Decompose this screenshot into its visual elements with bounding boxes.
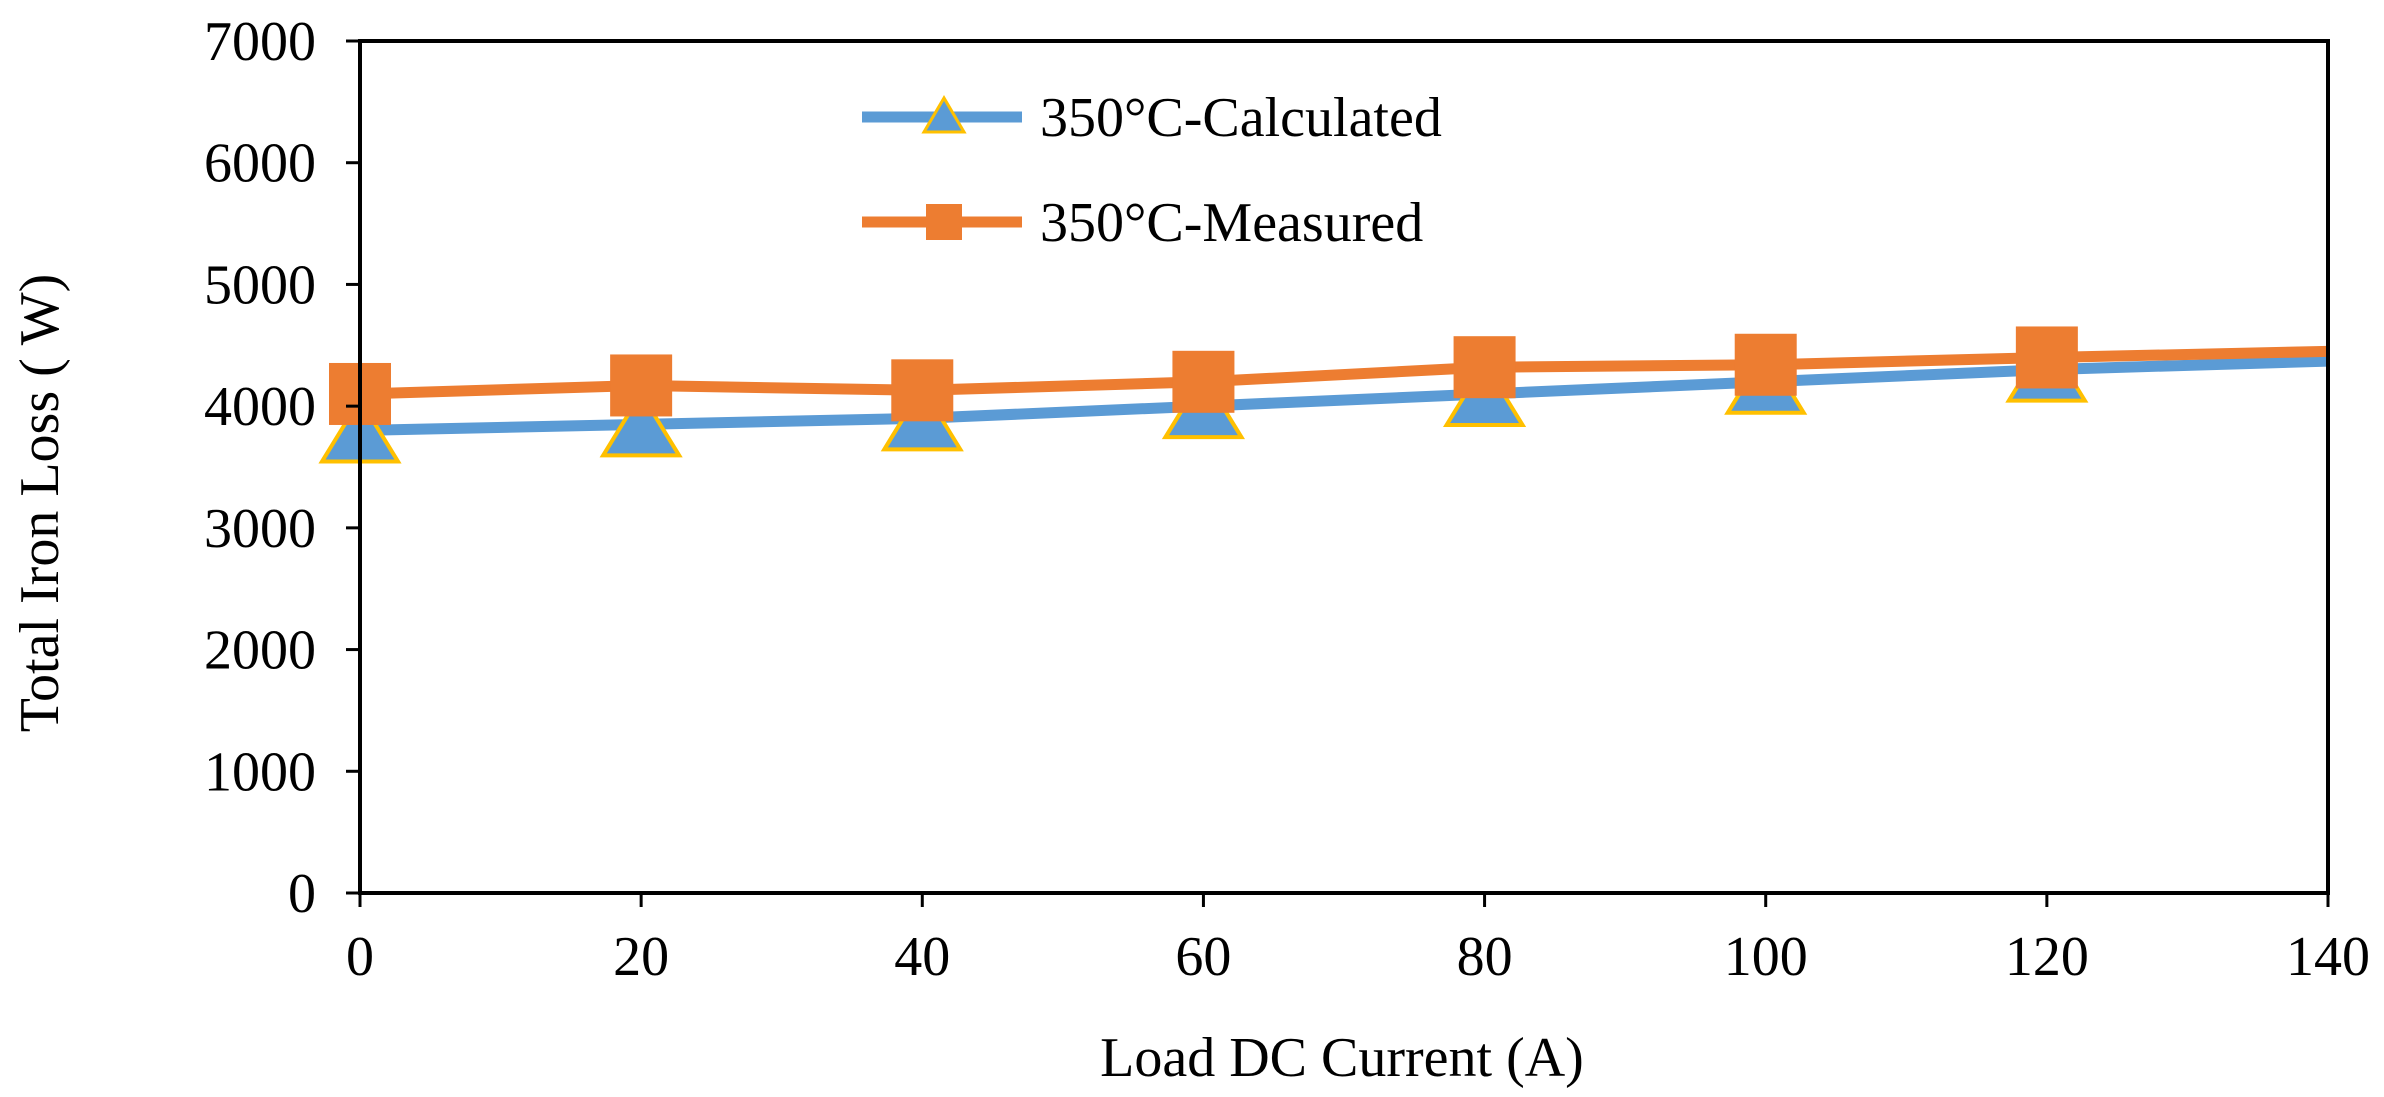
y-tick-label: 2000 [204,620,316,682]
y-tick-label: 6000 [204,133,316,195]
y-tick-label: 5000 [204,254,316,316]
data-point-triangle [599,389,683,458]
y-tick-label: 1000 [204,741,316,803]
data-point-square [1172,350,1235,413]
x-tick-label: 40 [894,926,950,988]
y-tick-label: 0 [288,863,316,925]
legend-marker-triangle-icon [921,95,967,134]
x-tick-label: 120 [2005,926,2089,988]
data-point-square [1734,333,1797,396]
series-line [359,355,2329,436]
x-tick-label: 100 [1724,926,1808,988]
series-line [359,345,2329,400]
legend-label-measured: 350°C-Measured [1040,192,1423,254]
legend: 350°C-Calculated 350°C-Measured [862,87,1442,254]
x-tick-label: 0 [346,926,374,988]
y-tick-label: 7000 [204,11,316,73]
legend-label-calculated: 350°C-Calculated [1040,87,1442,149]
legend-marker-square-icon [926,204,962,240]
x-tick-label: 20 [613,926,669,988]
axes: 0 20 40 60 80 100 120 140 0 1000 2000 3000 4000 5000 6… [204,11,2370,988]
data-point-square [891,359,954,422]
y-axis-title: Total Iron Loss ( W) [9,274,71,733]
x-tick-label: 60 [1175,926,1231,988]
legend-item-calculated: 350°C-Calculated [862,87,1442,149]
legend-item-measured: 350°C-Measured [862,192,1423,254]
x-tick-label: 140 [2286,926,2370,988]
data-point-square [610,354,673,417]
data-point-square [1453,336,1516,399]
y-tick-label: 3000 [204,498,316,560]
data-point-square [2015,326,2078,389]
series-layer [318,326,2329,464]
y-tick-label: 4000 [204,376,316,438]
plot-frame [358,39,2330,895]
series-measured [329,326,2329,425]
x-tick-label: 80 [1457,926,1513,988]
x-axis-title: Load DC Current (A) [1100,1027,1584,1089]
